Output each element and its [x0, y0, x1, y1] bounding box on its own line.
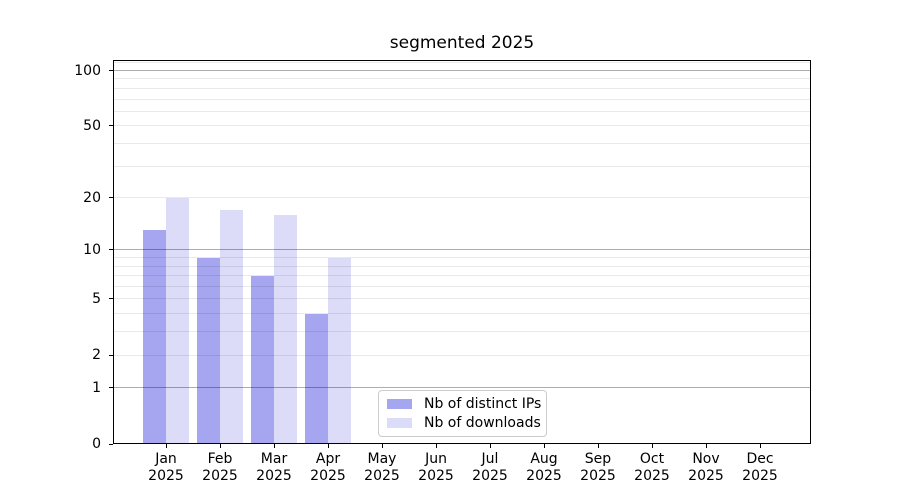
x-tick	[166, 444, 167, 448]
x-tick-label: Sep 2025	[580, 451, 616, 484]
bar-distinct-ips	[143, 230, 166, 444]
y-tick-label: 20	[83, 189, 101, 206]
x-tick	[706, 444, 707, 448]
legend-swatch-distinct-ips-icon	[387, 399, 412, 409]
gridline-minor	[113, 78, 811, 80]
x-tick-label: Nov 2025	[688, 451, 724, 484]
x-tick	[652, 444, 653, 448]
y-tick-label: 50	[83, 117, 101, 134]
x-tick-label: Apr 2025	[310, 451, 346, 484]
bar-downloads	[328, 257, 351, 444]
y-tick	[109, 125, 113, 127]
legend-entry-downloads: Nb of downloads	[387, 415, 541, 431]
legend-entry-distinct-ips: Nb of distinct IPs	[387, 396, 541, 412]
x-tick-label: Mar 2025	[256, 451, 292, 484]
y-tick-label: 2	[92, 347, 101, 364]
x-tick-label: Feb 2025	[202, 451, 238, 484]
gridline-minor	[113, 165, 811, 167]
gridline-major	[113, 387, 811, 389]
bar-downloads	[220, 210, 243, 444]
y-tick	[109, 443, 113, 445]
x-tick	[760, 444, 761, 448]
y-tick-label: 5	[92, 290, 101, 307]
y-tick	[109, 249, 113, 251]
x-tick-label: Aug 2025	[526, 451, 562, 484]
gridline-minor	[113, 275, 811, 277]
bar-distinct-ips	[251, 275, 274, 444]
y-tick-label: 100	[74, 62, 101, 79]
y-tick	[109, 354, 113, 356]
gridline-minor	[113, 87, 811, 89]
gridline-major	[113, 70, 811, 71]
x-tick	[544, 444, 545, 448]
x-tick	[274, 444, 275, 448]
y-tick	[109, 70, 113, 71]
x-tick-label: Jul 2025	[472, 451, 508, 484]
gridline-minor	[113, 286, 811, 288]
x-tick	[328, 444, 329, 448]
gridline-minor	[113, 110, 811, 112]
plot-area: Nb of distinct IPs Nb of downloads	[113, 60, 811, 444]
bar-distinct-ips	[305, 313, 328, 444]
legend-label-downloads: Nb of downloads	[424, 414, 541, 431]
chart-title: segmented 2025	[389, 33, 535, 53]
x-tick-label: May 2025	[364, 451, 400, 484]
gridline-minor	[113, 331, 811, 333]
y-tick	[109, 387, 113, 389]
x-tick	[436, 444, 437, 448]
legend-swatch-downloads-icon	[387, 418, 412, 428]
x-tick	[220, 444, 221, 448]
bar-downloads	[166, 197, 189, 444]
gridline-minor	[113, 313, 811, 315]
x-tick-label: Oct 2025	[634, 451, 670, 484]
x-tick	[598, 444, 599, 448]
y-tick-label: 10	[83, 241, 101, 258]
gridline-minor	[113, 298, 811, 300]
y-tick-label: 1	[92, 379, 101, 396]
y-tick	[109, 197, 113, 199]
legend: Nb of distinct IPs Nb of downloads	[378, 390, 547, 437]
x-tick-label: Jun 2025	[418, 451, 454, 484]
gridline-minor	[113, 142, 811, 144]
gridline-minor	[113, 257, 811, 259]
x-tick	[382, 444, 383, 448]
y-tick-label: 0	[92, 436, 101, 452]
gridline-minor	[113, 265, 811, 267]
gridline-minor	[113, 125, 811, 127]
x-tick-label: Dec 2025	[742, 451, 778, 484]
bar-distinct-ips	[197, 257, 220, 444]
gridline-minor	[113, 197, 811, 199]
bar-downloads	[274, 214, 297, 444]
legend-label-distinct-ips: Nb of distinct IPs	[424, 395, 542, 412]
x-tick	[490, 444, 491, 448]
gridline-major	[113, 249, 811, 251]
y-tick	[109, 298, 113, 300]
x-tick-label: Jan 2025	[148, 451, 184, 484]
gridline-minor	[113, 98, 811, 100]
gridline-minor	[113, 62, 811, 64]
gridline-minor	[113, 354, 811, 356]
